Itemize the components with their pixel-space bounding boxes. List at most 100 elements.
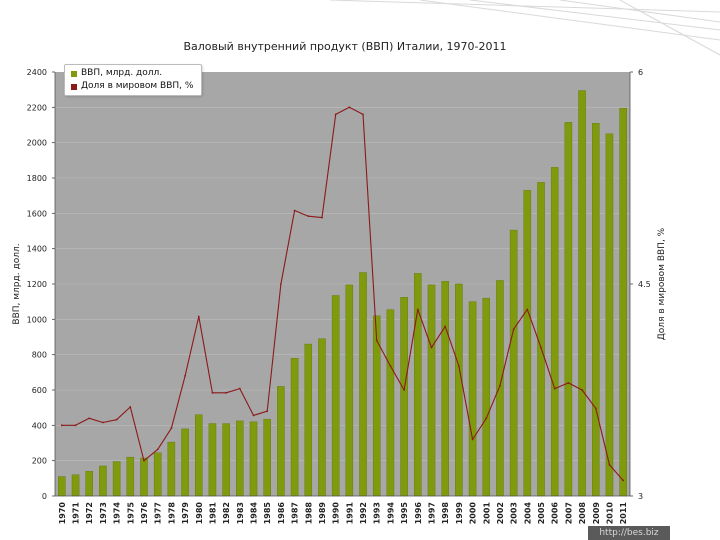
- bar: [578, 90, 586, 497]
- bar: [208, 423, 217, 497]
- x-tick-label: 2003: [510, 502, 519, 524]
- y2-tick-label: 3: [638, 492, 643, 501]
- line-point: [594, 407, 597, 410]
- bar: [85, 471, 93, 497]
- line-point: [457, 365, 460, 367]
- bar: [550, 167, 559, 497]
- bar: [99, 465, 107, 497]
- x-tick-label: 2009: [592, 502, 601, 525]
- line-point: [512, 328, 515, 331]
- x-tick-label: 1986: [277, 502, 286, 525]
- x-tick-label: 2005: [537, 502, 546, 525]
- y2-tick-label: 6: [638, 68, 643, 77]
- x-tick-label: 1970: [58, 502, 67, 525]
- y2-tick-label: 4.5: [638, 280, 651, 289]
- bar: [331, 295, 340, 497]
- x-tick-label: 1995: [400, 502, 409, 525]
- bar: [414, 273, 422, 497]
- line-point: [266, 410, 269, 413]
- line-point: [608, 464, 611, 466]
- bar: [592, 123, 600, 497]
- line-point: [444, 325, 447, 328]
- bar: [359, 272, 367, 497]
- y-tick-label: 600: [32, 386, 47, 395]
- bar: [249, 421, 258, 497]
- y-tick-label: 1800: [27, 174, 47, 183]
- bar: [167, 441, 176, 497]
- bar: [564, 122, 573, 497]
- bar: [140, 457, 148, 497]
- y-tick-label: 2200: [27, 103, 47, 112]
- watermark[interactable]: http://bes.biz: [588, 526, 670, 540]
- bar: [605, 133, 614, 497]
- line-point: [184, 374, 186, 377]
- bar: [455, 283, 463, 497]
- x-tick-label: 1974: [113, 502, 122, 525]
- line-point: [485, 417, 488, 420]
- x-tick-label: 1997: [427, 502, 436, 524]
- line-point: [307, 215, 310, 218]
- y-tick-label: 200: [32, 457, 47, 466]
- x-tick-label: 2000: [469, 502, 478, 525]
- bar: [441, 281, 449, 497]
- line-point: [74, 424, 77, 427]
- y-axis-label-left: ВВП, млрд. долл.: [12, 243, 22, 325]
- line-point: [293, 209, 296, 212]
- bar: [58, 476, 66, 497]
- y-tick-label: 1200: [27, 280, 47, 289]
- line-point: [156, 448, 159, 451]
- x-tick-label: 1971: [72, 502, 81, 525]
- x-tick-label: 1989: [318, 502, 327, 525]
- y-tick-label: 1000: [27, 315, 47, 324]
- x-tick-label: 2001: [482, 502, 491, 525]
- x-tick-label: 1984: [250, 502, 259, 525]
- header-decoration: [329, 0, 720, 56]
- bar: [523, 190, 532, 497]
- x-tick-label: 1975: [126, 502, 135, 525]
- bar: [496, 280, 504, 497]
- bar: [194, 414, 203, 497]
- bar: [263, 418, 271, 497]
- x-tick-label: 1982: [222, 502, 231, 524]
- x-tick-label: 2007: [564, 502, 573, 524]
- x-tick-label: 1998: [441, 502, 450, 525]
- x-tick-label: 1992: [359, 502, 368, 524]
- x-tick-label: 1983: [236, 502, 245, 524]
- bar: [468, 301, 477, 497]
- x-tick-label: 1994: [386, 502, 395, 525]
- line-point: [88, 417, 91, 420]
- line-point: [170, 427, 173, 430]
- line-point: [348, 106, 351, 109]
- bar: [236, 420, 244, 497]
- x-tick-label: 1976: [140, 502, 149, 525]
- bar: [153, 452, 162, 497]
- line-point: [540, 346, 542, 349]
- line-point: [567, 382, 570, 384]
- x-tick-label: 1973: [99, 502, 108, 524]
- line-point: [211, 391, 214, 394]
- line-point: [334, 113, 337, 116]
- line-point: [197, 315, 200, 318]
- chart-legend: ВВП, млрд. долл. Доля в мировом ВВП, %: [64, 64, 203, 96]
- y-tick-label: 1400: [27, 245, 47, 254]
- x-tick-label: 2004: [523, 502, 532, 525]
- bar: [427, 284, 436, 497]
- legend-item-share: Доля в мировом ВВП, %: [71, 80, 193, 93]
- line-point: [416, 308, 419, 311]
- x-tick-label: 1988: [304, 502, 313, 525]
- line-point: [129, 406, 132, 408]
- line-point: [143, 459, 145, 462]
- bar: [222, 423, 230, 497]
- line-point: [279, 283, 282, 285]
- x-tick-label: 1978: [167, 502, 176, 525]
- bar: [112, 461, 121, 497]
- line-point: [60, 424, 63, 427]
- bar: [277, 386, 285, 497]
- bar: [509, 229, 518, 497]
- line-point: [362, 113, 364, 116]
- line-point: [389, 365, 392, 367]
- legend-label-share: Доля в мировом ВВП, %: [81, 81, 194, 91]
- y-tick-label: 800: [32, 351, 47, 360]
- y-axis-label-right: Доля в мировом ВВП, %: [657, 227, 667, 341]
- x-tick-label: 1979: [181, 502, 190, 525]
